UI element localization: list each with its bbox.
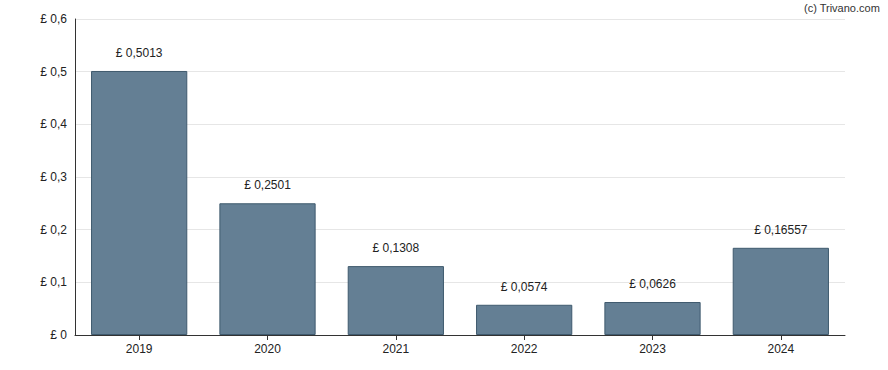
svg-text:£ 0,1308: £ 0,1308 [372, 241, 419, 255]
svg-text:£ 0,2: £ 0,2 [40, 223, 67, 237]
svg-text:(c) Trivano.com: (c) Trivano.com [804, 2, 880, 14]
svg-text:£ 0,2501: £ 0,2501 [244, 178, 291, 192]
svg-text:£ 0,6: £ 0,6 [40, 12, 67, 26]
svg-text:£ 0,0574: £ 0,0574 [501, 280, 548, 294]
svg-text:£ 0: £ 0 [50, 328, 67, 342]
svg-text:2024: 2024 [767, 342, 794, 356]
svg-text:£ 0,3: £ 0,3 [40, 170, 67, 184]
svg-text:£ 0,16557: £ 0,16557 [754, 223, 808, 237]
svg-text:£ 0,0626: £ 0,0626 [629, 277, 676, 291]
svg-text:2022: 2022 [511, 342, 538, 356]
svg-text:2019: 2019 [126, 342, 153, 356]
svg-text:2020: 2020 [254, 342, 281, 356]
svg-text:£ 0,5013: £ 0,5013 [116, 46, 163, 60]
svg-text:2023: 2023 [639, 342, 666, 356]
svg-text:£ 0,4: £ 0,4 [40, 117, 67, 131]
svg-text:2021: 2021 [382, 342, 409, 356]
svg-text:£ 0,1: £ 0,1 [40, 275, 67, 289]
svg-text:£ 0,5: £ 0,5 [40, 65, 67, 79]
